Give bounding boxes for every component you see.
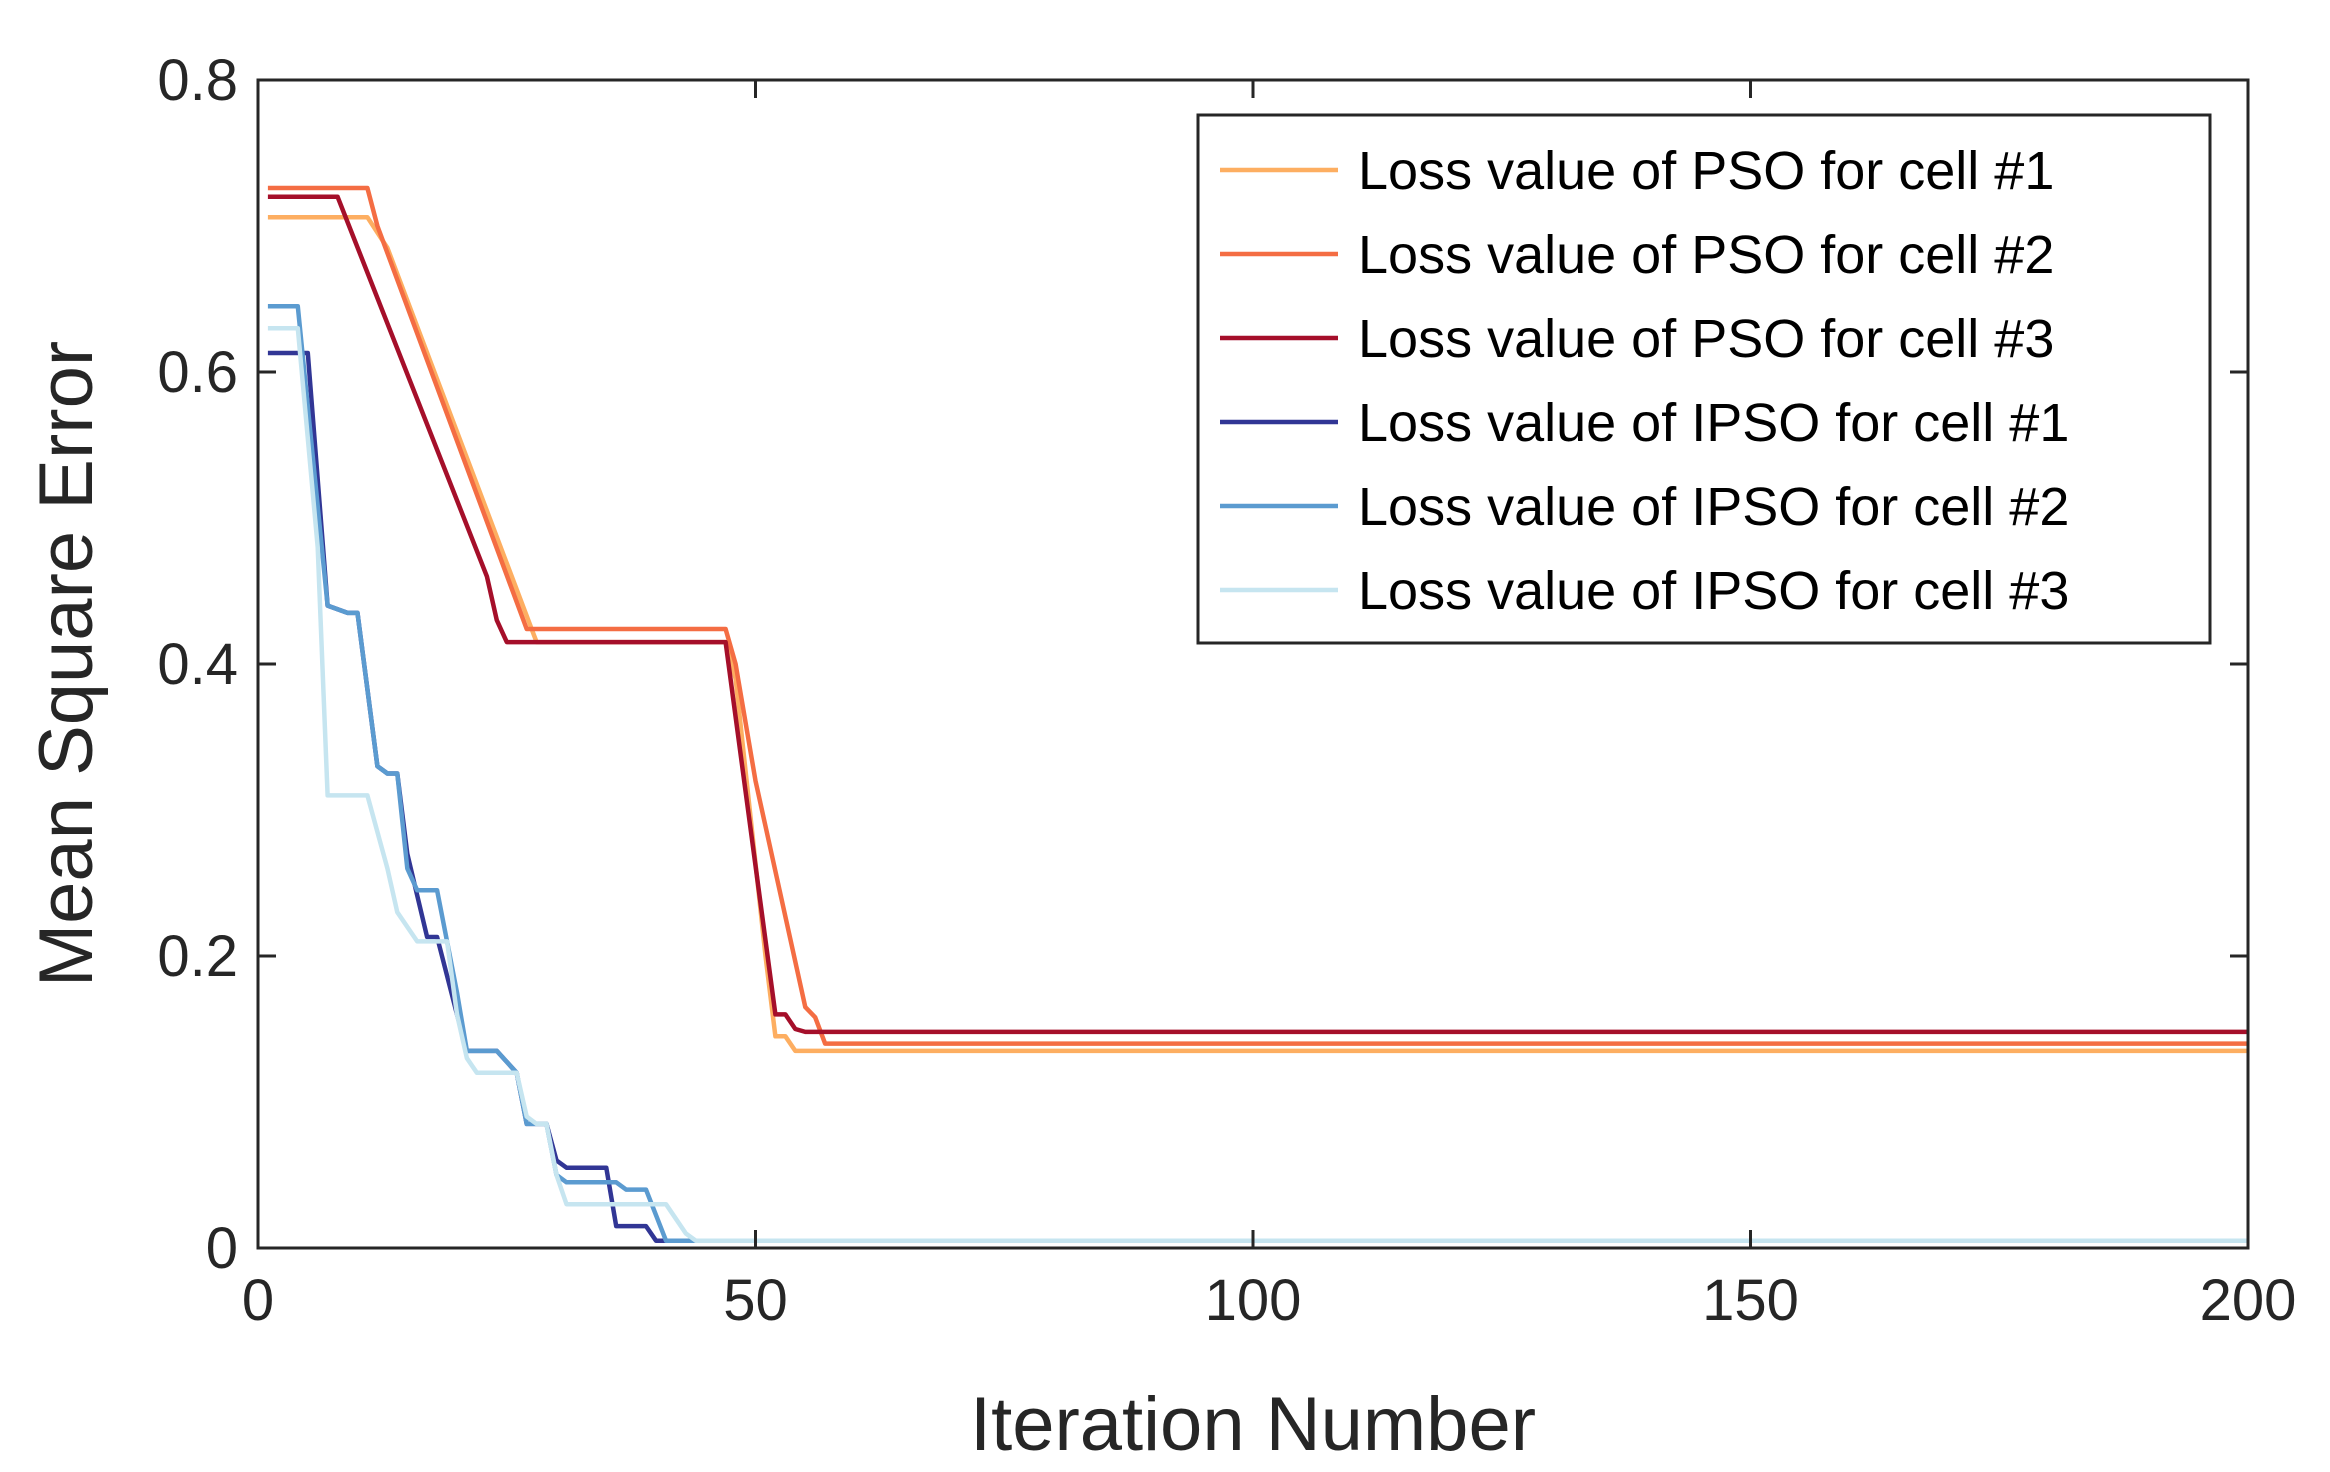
x-tick-label: 200 bbox=[2200, 1268, 2297, 1333]
series-layer bbox=[267, 185, 2248, 1243]
legend: Loss value of PSO for cell #1 Loss value … bbox=[1196, 113, 2212, 645]
legend-label-2: Loss value of PSO for cell #2 bbox=[1358, 225, 2054, 285]
x-tick-label: 0 bbox=[242, 1268, 274, 1333]
y-tick-label: 0 bbox=[206, 1216, 238, 1281]
x-tick-label: 100 bbox=[1205, 1268, 1302, 1333]
axes-layer: 0 50 100 150 200 0 0.2 0.4 0.6 0.8 Iteration Numbe… bbox=[24, 48, 2296, 1467]
x-axis-title: Iteration Number bbox=[970, 1382, 1536, 1467]
legend-label-6: Loss value of IPSO for cell #3 bbox=[1358, 561, 2069, 621]
series-line-2 bbox=[267, 185, 2248, 1046]
legend-label-1: Loss value of PSO for cell #1 bbox=[1358, 141, 2054, 201]
legend-box bbox=[1196, 113, 2212, 645]
y-tick-label: 0.8 bbox=[157, 48, 238, 113]
series-line-6 bbox=[267, 325, 2248, 1243]
y-tick-label: 0.2 bbox=[157, 924, 238, 989]
series-line-3 bbox=[267, 194, 2248, 1035]
y-tick-label: 0.4 bbox=[157, 632, 238, 697]
legend-label-4: Loss value of IPSO for cell #1 bbox=[1358, 393, 2069, 453]
x-tick-label: 150 bbox=[1702, 1268, 1799, 1333]
y-tick-label: 0.6 bbox=[157, 340, 238, 405]
y-axis-title: Mean Square Error bbox=[24, 341, 109, 987]
legend-label-5: Loss value of IPSO for cell #2 bbox=[1358, 477, 2069, 537]
x-tick-label: 50 bbox=[723, 1268, 788, 1333]
legend-label-3: Loss value of PSO for cell #3 bbox=[1358, 309, 2054, 369]
